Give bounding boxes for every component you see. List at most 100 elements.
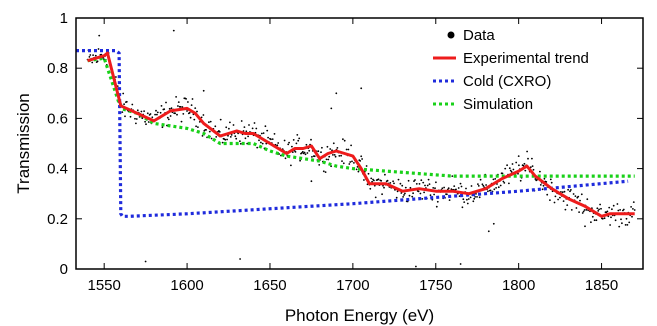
data-point [595, 219, 598, 222]
data-point [361, 158, 363, 160]
data-point [276, 144, 279, 147]
data-point [631, 215, 633, 218]
data-point [626, 224, 629, 226]
legend-label: Data [463, 27, 495, 44]
data-point [499, 184, 502, 187]
data-point [155, 109, 157, 112]
data-point [179, 106, 182, 108]
x-tick-label: 1650 [253, 277, 286, 294]
data-point [239, 140, 241, 143]
data-point [581, 212, 584, 214]
data-point [519, 179, 522, 182]
data-point [461, 206, 464, 209]
series-line-experimental-trend [87, 51, 635, 218]
data-point [441, 187, 444, 190]
data-point [593, 219, 596, 222]
data-point [167, 118, 170, 121]
x-tick-label: 1850 [585, 277, 618, 294]
data-point [612, 204, 615, 207]
data-point [585, 209, 588, 211]
data-point [283, 139, 286, 142]
data-point [232, 124, 235, 126]
data-point [165, 101, 167, 104]
data-point [459, 182, 462, 185]
data-point [481, 183, 484, 186]
data-point [617, 209, 620, 212]
data-point [517, 172, 519, 175]
data-point [389, 182, 392, 184]
data-point [415, 183, 418, 185]
data-point [359, 160, 362, 162]
data-point [224, 138, 227, 141]
data-point [628, 221, 631, 224]
data-point [489, 189, 492, 192]
data-point [482, 184, 485, 187]
data-point [614, 219, 617, 222]
data-point [434, 187, 436, 190]
data-point [215, 136, 218, 138]
data-point [432, 187, 435, 189]
data-point [458, 195, 461, 198]
data-point [91, 61, 94, 64]
data-point [201, 135, 204, 137]
data-point [262, 132, 265, 135]
data-point [143, 110, 146, 112]
data-point [230, 134, 233, 136]
data-point [550, 181, 553, 184]
data-point [459, 263, 462, 265]
y-axis-label: Transmission [14, 93, 33, 193]
data-point [115, 76, 117, 78]
data-point [415, 265, 417, 268]
data-point [470, 185, 473, 187]
data-point [208, 130, 211, 133]
data-point [334, 155, 337, 158]
data-point [622, 208, 625, 211]
data-point [460, 185, 463, 188]
data-point [608, 206, 611, 209]
x-tick-label: 1550 [87, 277, 120, 294]
data-point [205, 129, 208, 131]
data-point [202, 114, 205, 116]
data-point [360, 87, 363, 90]
y-tick-label: 0.6 [47, 110, 68, 127]
data-point [277, 142, 280, 144]
data-point [122, 92, 125, 95]
data-point [504, 167, 507, 170]
data-point [620, 218, 622, 221]
data-point [369, 187, 372, 190]
data-point [175, 96, 178, 98]
data-point [305, 143, 308, 146]
data-point [453, 185, 456, 188]
data-point [420, 179, 423, 182]
data-point [630, 206, 632, 208]
data-point [348, 163, 351, 165]
data-point [429, 194, 432, 197]
data-point [611, 208, 613, 211]
data-point [225, 126, 228, 129]
data-point [340, 154, 342, 157]
data-point [447, 187, 450, 190]
legend-label: Experimental trend [463, 50, 589, 67]
data-point [320, 151, 322, 154]
data-point [553, 201, 556, 204]
data-point [563, 190, 566, 193]
data-point [428, 183, 431, 186]
data-point [477, 185, 480, 187]
data-point [603, 217, 606, 220]
data-point [632, 201, 635, 204]
data-point [342, 162, 345, 165]
data-point [221, 141, 224, 144]
data-point [187, 101, 189, 103]
data-point [229, 121, 231, 124]
data-point [600, 207, 602, 210]
plot-background [76, 18, 643, 269]
data-point [324, 171, 327, 174]
data-point [412, 192, 414, 195]
data-point [435, 205, 438, 208]
data-point [578, 211, 580, 214]
data-point [311, 156, 313, 158]
data-point [335, 92, 338, 95]
data-point [469, 196, 472, 199]
data-point [408, 194, 411, 197]
data-point [325, 158, 328, 161]
